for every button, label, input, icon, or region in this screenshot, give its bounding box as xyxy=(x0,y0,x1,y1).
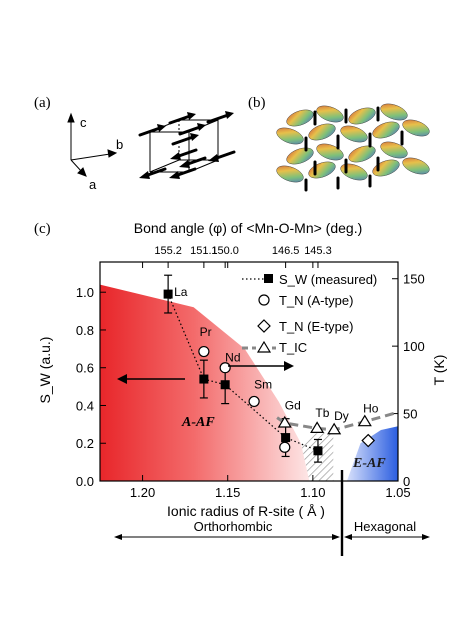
tn-a-point xyxy=(198,345,210,358)
sw-point xyxy=(220,380,230,390)
tn-a-point xyxy=(279,441,291,453)
top-tick-label: 145.3 xyxy=(304,245,332,257)
sw-trend-line xyxy=(167,293,319,452)
tic-point xyxy=(327,422,342,435)
tic-point xyxy=(310,421,325,434)
top-tick-label: 155.2 xyxy=(154,245,182,257)
sw-point xyxy=(163,289,173,299)
tic-point xyxy=(357,414,372,427)
plot-marks xyxy=(163,274,376,463)
element-label: La xyxy=(174,285,188,299)
element-label: Nd xyxy=(225,350,240,364)
region-label-a-af: A-AF xyxy=(181,415,215,430)
tn-a-point xyxy=(248,395,260,408)
axis-triad xyxy=(67,112,118,177)
axis-c-label: c xyxy=(80,115,87,130)
legend: S_W (measured) T_N (A-type) T_N (E-type)… xyxy=(242,272,377,355)
legend-entry-tic: T_IC xyxy=(279,340,307,355)
x-tick-label: 1.05 xyxy=(385,485,410,500)
axis-b-label: b xyxy=(116,137,123,152)
top-axis-title: Bond angle (φ) of <Mn-O-Mn> (deg.) xyxy=(134,220,363,236)
y-left-tick-label: 0.6 xyxy=(76,361,94,376)
region-e-af xyxy=(346,426,398,481)
element-label: Dy xyxy=(334,409,349,423)
panel-a-label: (a) xyxy=(34,95,51,111)
y-right-tick-label: 150 xyxy=(403,272,425,287)
top-tick-label: 150.0 xyxy=(211,245,239,257)
x-tick-label: 1.10 xyxy=(300,485,325,500)
element-label: Sm xyxy=(254,378,272,392)
plot-border xyxy=(99,261,399,482)
y-axis-left-title: S_W (a.u.) xyxy=(37,337,53,404)
top-tick-label: 146.5 xyxy=(272,245,300,257)
region-label-e-af: E-AF xyxy=(352,456,386,471)
element-label: Tb xyxy=(315,406,329,420)
x-tick-label: 1.20 xyxy=(130,485,155,500)
tic-point xyxy=(277,415,292,428)
y-right-tick-label: 100 xyxy=(403,339,425,354)
plot-frame xyxy=(99,261,399,482)
x-axis-title: Ionic radius of R-site ( Å ) xyxy=(167,503,325,519)
y-left-tick-label: 0.2 xyxy=(76,436,94,451)
y-right-tick-label: 0 xyxy=(403,474,410,489)
x-tick-label: 1.15 xyxy=(215,485,240,500)
axis-a-label: a xyxy=(89,177,97,192)
sw-point xyxy=(281,433,291,443)
y-left-tick-label: 0.8 xyxy=(76,323,94,338)
panel-b-label: (b) xyxy=(248,95,266,111)
plot-labels: La Pr Nd Sm Gd Tb Dy Ho xyxy=(174,285,379,423)
sw-point xyxy=(313,446,323,456)
orbital-lattice-illustration xyxy=(268,103,433,193)
y-right-tick-label: 50 xyxy=(403,407,417,422)
element-label: Pr xyxy=(200,325,212,339)
legend-entry-tn-e: T_N (E-type) xyxy=(279,319,353,334)
phase-label-orthorhombic: Orthorhombic xyxy=(194,519,273,534)
y-left-tick-label: 1.0 xyxy=(76,285,94,300)
range-arrows xyxy=(117,361,294,384)
legend-entry-tn-a: T_N (A-type) xyxy=(279,293,353,308)
sw-point xyxy=(199,374,209,384)
tn-e-point xyxy=(361,433,376,448)
plot-regions xyxy=(100,284,398,481)
top-tick-label: 151.1 xyxy=(190,245,218,257)
y-left-tick-label: 0.0 xyxy=(76,474,94,489)
element-label: Ho xyxy=(363,401,379,415)
y-left-tick-label: 0.4 xyxy=(76,398,94,413)
region-incommensurate-hatch xyxy=(300,431,334,481)
phase-bar xyxy=(114,470,430,556)
element-label: Gd xyxy=(285,398,301,412)
phase-label-hexagonal: Hexagonal xyxy=(354,519,416,534)
tn-a-point xyxy=(219,362,231,374)
y-axis-right-title: T (K) xyxy=(431,355,447,386)
legend-entry-sw: S_W (measured) xyxy=(279,272,377,287)
spin-arrows xyxy=(138,111,236,179)
panel-c-label: (c) xyxy=(34,221,51,237)
